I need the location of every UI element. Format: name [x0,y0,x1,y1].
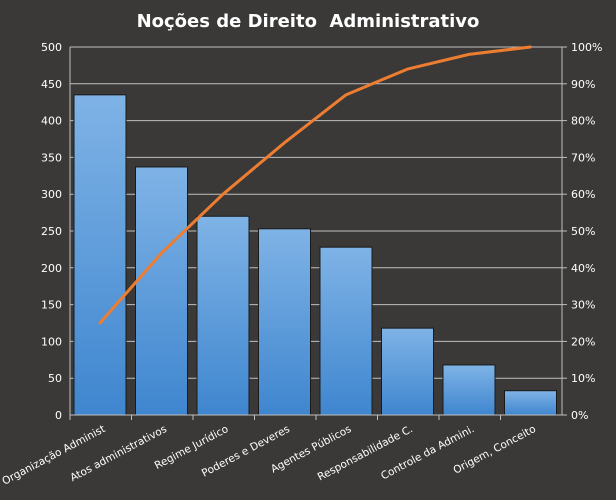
bar [319,246,373,416]
y-tick-label: 350 [41,151,62,164]
y2-tick-label: 0% [571,409,588,422]
y2-tick-label: 50% [571,225,595,238]
y-tick-label: 500 [41,41,62,54]
bar [504,390,557,416]
bar-layer [73,94,557,416]
y2-tick-label: 90% [571,78,595,91]
cumulative-line [98,45,532,325]
y-tick-label: 0 [55,409,62,422]
y2-tick-label: 40% [571,262,595,275]
y-tick-label: 250 [41,225,62,238]
y2-tick-label: 70% [571,151,595,164]
y-tick-label: 300 [41,188,62,201]
y-tick-label: 100 [41,335,62,348]
bar [73,94,127,416]
y-tick-label: 50 [48,372,62,385]
y2-tick-label: 60% [571,188,595,201]
y2-tick-label: 30% [571,299,595,312]
y2-tick-label: 10% [571,372,595,385]
bar [258,228,311,416]
y-tick-label: 200 [41,262,62,275]
y2-tick-label: 100% [571,41,602,54]
y-tick-label: 150 [41,299,62,312]
cumulative-line-layer [98,45,532,325]
chart-title: Noções de Direito Administrativo [137,11,480,32]
bar [196,215,250,416]
bar [442,364,496,416]
y-tick-label: 450 [41,78,62,91]
y2-tick-label: 20% [571,335,595,348]
bar [381,327,434,416]
y-tick-label: 400 [41,115,62,128]
bar [135,166,188,416]
y2-tick-label: 80% [571,115,595,128]
category-label: Organização Administ [0,423,107,488]
